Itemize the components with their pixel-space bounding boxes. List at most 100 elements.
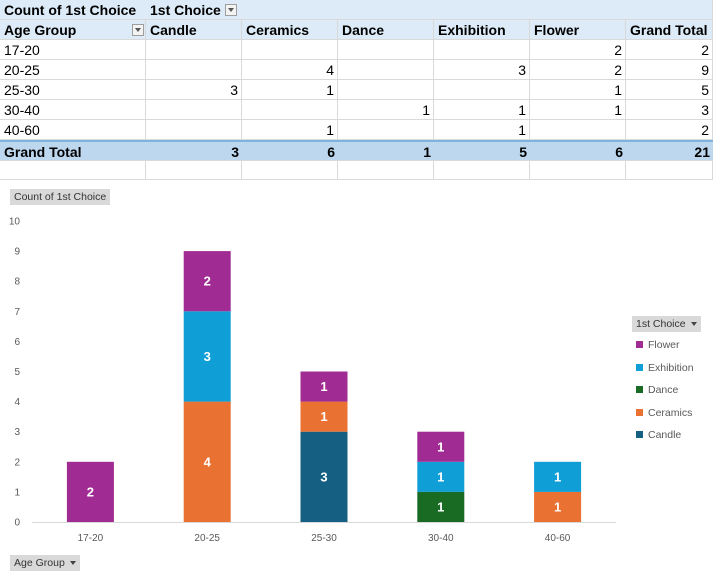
data-label: 1 (320, 409, 327, 424)
grand-total-cell[interactable]: 1 (338, 141, 434, 161)
pivot-row-field[interactable]: Age Group (0, 20, 146, 40)
pivot-chart[interactable]: 0 1 2 3 4 5 6 7 8 9 10 2 17-20 4 3 2 20-25 3 1 1 25-30 1 1 1 30-… (0, 182, 713, 581)
value-cell[interactable]: 9 (626, 60, 713, 80)
legend-field-button-label: 1st Choice (636, 318, 686, 330)
empty-cell[interactable] (0, 160, 146, 180)
bar-segment-exhibition[interactable] (534, 461, 582, 492)
data-label: 3 (320, 469, 327, 484)
value-cell[interactable]: 1 (434, 100, 530, 120)
pivot-column-header[interactable]: Grand Total (626, 20, 713, 40)
x-tick-label: 20-25 (194, 533, 220, 544)
empty-cell[interactable] (338, 160, 434, 180)
chevron-down-icon (690, 322, 697, 327)
y-tick-label: 5 (14, 367, 20, 378)
value-cell[interactable]: 1 (434, 120, 530, 140)
value-cell[interactable]: 3 (626, 100, 713, 120)
value-cell[interactable] (146, 100, 242, 120)
value-cell[interactable] (146, 40, 242, 60)
value-cell[interactable] (434, 80, 530, 100)
y-tick-label: 2 (14, 457, 20, 468)
x-tick-label: 40-60 (545, 533, 571, 544)
value-cell[interactable] (338, 60, 434, 80)
pivot-column-header[interactable]: Flower (530, 20, 626, 40)
axis-field-button-label: Age Group (14, 557, 65, 569)
pivot-value-field[interactable]: Count of 1st Choice (0, 0, 146, 20)
data-label: 3 (204, 349, 211, 364)
value-cell[interactable]: 3 (146, 80, 242, 100)
grand-total-cell[interactable]: 6 (242, 141, 338, 161)
data-label: 1 (554, 469, 561, 484)
value-cell[interactable] (530, 120, 626, 140)
bar-segment-dance[interactable] (417, 491, 465, 522)
bar-segment-flower[interactable] (417, 431, 465, 462)
empty-cell[interactable] (146, 160, 242, 180)
grand-total-cell[interactable]: 6 (530, 141, 626, 161)
value-cell[interactable]: 1 (530, 80, 626, 100)
value-cell[interactable]: 1 (530, 100, 626, 120)
pivot-column-header[interactable]: Candle (146, 20, 242, 40)
empty-cell[interactable] (242, 160, 338, 180)
data-label: 4 (204, 454, 212, 469)
value-cell[interactable] (242, 100, 338, 120)
y-tick-label: 6 (14, 337, 20, 348)
data-label: 1 (437, 499, 444, 514)
bar-segment-candle[interactable] (300, 431, 348, 522)
row-label[interactable]: 20-25 (0, 60, 146, 80)
axis-field-button[interactable]: Age Group (10, 555, 80, 571)
value-cell[interactable]: 2 (530, 40, 626, 60)
bar-segment-ceramics[interactable] (300, 401, 348, 432)
value-field-button-label: Count of 1st Choice (14, 191, 107, 203)
value-cell[interactable]: 2 (626, 120, 713, 140)
value-cell[interactable]: 1 (242, 120, 338, 140)
pivot-row: 40-60 1 1 2 (0, 120, 713, 140)
grand-total-label[interactable]: Grand Total (0, 141, 146, 161)
pivot-column-header[interactable]: Dance (338, 20, 434, 40)
value-cell[interactable] (146, 120, 242, 140)
value-cell[interactable]: 2 (530, 60, 626, 80)
empty-cell[interactable] (434, 160, 530, 180)
value-cell[interactable]: 5 (626, 80, 713, 100)
value-cell[interactable] (146, 60, 242, 80)
legend-field-button[interactable]: 1st Choice (632, 316, 701, 332)
bar-segment-ceramics[interactable] (183, 401, 231, 522)
row-label[interactable]: 30-40 (0, 100, 146, 120)
value-cell[interactable]: 4 (242, 60, 338, 80)
value-field-button[interactable]: Count of 1st Choice (10, 189, 111, 205)
pivot-column-field[interactable]: 1st Choice (146, 0, 713, 20)
row-label[interactable]: 40-60 (0, 120, 146, 140)
value-cell[interactable]: 3 (434, 60, 530, 80)
pivot-header-row-1: Count of 1st Choice 1st Choice (0, 0, 713, 20)
value-cell[interactable] (338, 120, 434, 140)
chart-plot-area: 0 1 2 3 4 5 6 7 8 9 10 2 17-20 4 3 2 20-25 3 1 1 25-30 1 1 1 30-… (9, 217, 616, 544)
row-label[interactable]: 17-20 (0, 40, 146, 60)
pivot-row: 17-20 2 2 (0, 40, 713, 60)
bar-segment-flower[interactable] (300, 371, 348, 402)
value-cell[interactable] (338, 40, 434, 60)
data-label: 1 (437, 439, 444, 454)
empty-cell[interactable] (626, 160, 713, 180)
empty-cell[interactable] (530, 160, 626, 180)
value-cell[interactable]: 1 (338, 100, 434, 120)
bar-segment-ceramics[interactable] (534, 491, 582, 522)
pivot-row: 20-25 4 3 2 9 (0, 60, 713, 80)
value-cell[interactable] (434, 40, 530, 60)
pivot-column-field-label: 1st Choice (150, 2, 221, 18)
grand-total-cell[interactable]: 3 (146, 141, 242, 161)
bar-segment-exhibition[interactable] (417, 461, 465, 492)
pivot-row: 25-30 3 1 1 5 (0, 80, 713, 100)
value-cell[interactable]: 2 (626, 40, 713, 60)
chevron-down-icon (69, 561, 76, 566)
column-field-dropdown-icon[interactable] (224, 4, 237, 17)
row-field-dropdown-icon[interactable] (132, 24, 144, 36)
bar-segment-flower[interactable] (183, 251, 231, 312)
bar-segment-exhibition[interactable] (183, 311, 231, 402)
row-label[interactable]: 25-30 (0, 80, 146, 100)
bar-segment-flower[interactable] (66, 461, 114, 522)
grand-total-cell[interactable]: 5 (434, 141, 530, 161)
value-cell[interactable] (338, 80, 434, 100)
value-cell[interactable]: 1 (242, 80, 338, 100)
pivot-column-header[interactable]: Exhibition (434, 20, 530, 40)
pivot-column-header[interactable]: Ceramics (242, 20, 338, 40)
value-cell[interactable] (242, 40, 338, 60)
grand-total-cell[interactable]: 21 (626, 141, 713, 161)
